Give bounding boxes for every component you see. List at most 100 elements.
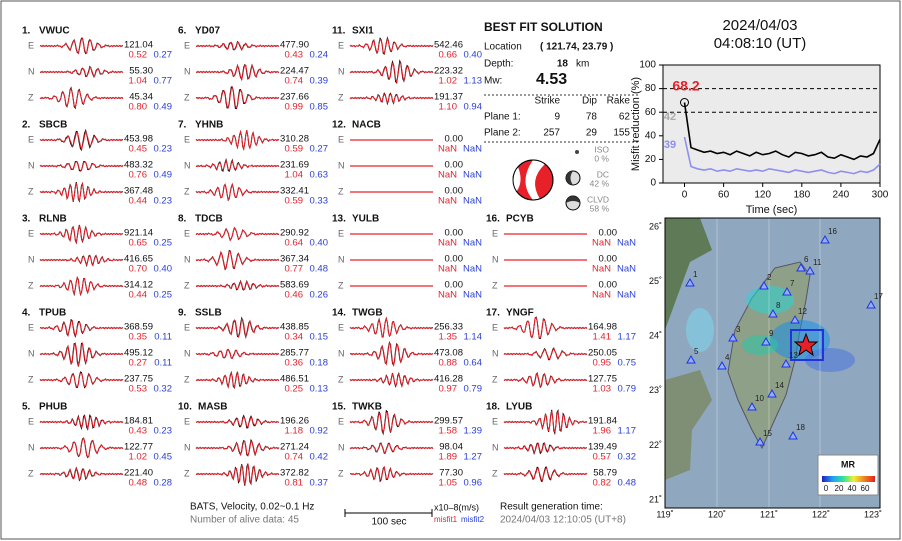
amplitude: 122.77	[124, 442, 153, 453]
component: Z	[184, 468, 190, 478]
station-name: VWUC	[39, 26, 70, 37]
station-name: MASB	[198, 402, 227, 413]
component: E	[28, 322, 34, 332]
misfit1: 1.10	[439, 102, 458, 113]
station-number: 11.	[332, 26, 346, 37]
misfit2: NaN	[463, 238, 482, 249]
unit: km	[576, 59, 589, 70]
component: E	[28, 134, 34, 144]
station-name: NACB	[352, 120, 381, 131]
trace-synthetic	[39, 87, 124, 109]
component: Z	[28, 374, 34, 384]
misfit1: NaN	[438, 144, 457, 155]
y-tick-label: 60	[645, 107, 657, 118]
misfit1: 0.70	[129, 264, 148, 275]
component: Z	[338, 374, 344, 384]
colorbar-title: MR	[841, 459, 855, 469]
component: Z	[184, 186, 190, 196]
amplitude: 416.28	[434, 374, 463, 385]
lat-label: 26˚	[649, 221, 662, 231]
station-number: 9.	[178, 308, 187, 319]
component: E	[338, 228, 344, 238]
misfit1: 0.76	[129, 170, 148, 181]
misfit1: 0.43	[285, 50, 304, 61]
component: E	[338, 40, 344, 50]
trace-synthetic	[39, 130, 124, 151]
component-label: ISO	[594, 144, 609, 154]
component: N	[184, 66, 191, 76]
component: E	[28, 416, 34, 426]
amplitude: 285.77	[280, 348, 309, 359]
trace-synthetic	[39, 181, 124, 203]
y-tick-label: 100	[639, 60, 656, 71]
component: E	[28, 228, 34, 238]
component: E	[184, 228, 190, 238]
component: Z	[184, 92, 190, 102]
component: N	[492, 254, 499, 264]
trace-synthetic	[39, 37, 124, 55]
station-name: YNGF	[506, 308, 534, 319]
station-label: 14	[775, 381, 784, 390]
x-tick-label: 240	[833, 190, 850, 201]
misfit2: 0.37	[310, 478, 329, 489]
x-axis-label: Time (sec)	[746, 204, 798, 216]
trace-synthetic	[349, 372, 434, 387]
amplitude: 45.34	[129, 92, 153, 103]
column-header: Strike	[534, 96, 560, 107]
magnitude: 4.53	[536, 71, 567, 88]
station-marker	[717, 360, 727, 370]
component: Z	[28, 280, 34, 290]
station-number: 7.	[178, 120, 187, 131]
amplitude: 237.66	[280, 92, 309, 103]
misfit2: NaN	[463, 196, 482, 207]
trace-synthetic	[195, 182, 280, 201]
misfit1: 0.53	[129, 384, 148, 395]
amplitude: 196.26	[280, 416, 309, 427]
series-line	[683, 136, 881, 175]
misfit2: 0.26	[310, 290, 329, 301]
trace-synthetic	[503, 347, 588, 360]
plane-value: 9	[554, 112, 560, 123]
amplitude: 416.65	[124, 254, 153, 265]
component: Z	[28, 186, 34, 196]
amplitude: 290.92	[280, 228, 309, 239]
label: Depth:	[484, 59, 513, 70]
station-label: 13	[789, 351, 798, 360]
source: BATS, Velocity, 0.02~0.1 Hz	[190, 502, 314, 513]
misfit2: 0.40	[464, 50, 483, 61]
misfit2: 0.11	[154, 358, 172, 369]
component: N	[338, 442, 345, 452]
misfit2: 0.32	[618, 452, 637, 463]
misfit2: 0.48	[310, 264, 329, 275]
misfit2: 0.25	[154, 290, 173, 301]
trace-synthetic	[349, 411, 434, 435]
trace-synthetic	[349, 93, 434, 105]
lon-label: 120˚	[708, 509, 726, 519]
amplitude: 0.00	[445, 134, 464, 145]
misfit1-key: misfit1	[434, 515, 458, 524]
component: E	[492, 416, 498, 426]
epicenter-box	[790, 329, 824, 361]
component-label: DC	[597, 169, 609, 179]
misfit2: 0.23	[154, 144, 173, 155]
component: N	[338, 66, 345, 76]
misfit1: 1.89	[439, 452, 458, 463]
trace-synthetic	[195, 464, 280, 485]
misfit2: NaN	[463, 144, 482, 155]
trace-synthetic	[195, 416, 280, 428]
amplitude: 299.57	[434, 416, 463, 427]
map-land	[665, 218, 712, 330]
component: E	[492, 322, 498, 332]
trace-synthetic	[39, 67, 124, 78]
amplitude: 221.40	[124, 468, 153, 479]
misfit1: 0.27	[129, 358, 148, 369]
amplitude: 184.81	[124, 416, 153, 427]
amplitude: 0.00	[599, 254, 618, 265]
amplitude: 372.82	[280, 468, 309, 479]
station-marker	[767, 388, 777, 398]
amplitude: 473.08	[434, 348, 463, 359]
component-label: CLVD	[587, 194, 609, 204]
map-border	[664, 217, 881, 509]
amplitude: 164.98	[588, 322, 617, 333]
amplitude: 127.75	[588, 374, 617, 385]
